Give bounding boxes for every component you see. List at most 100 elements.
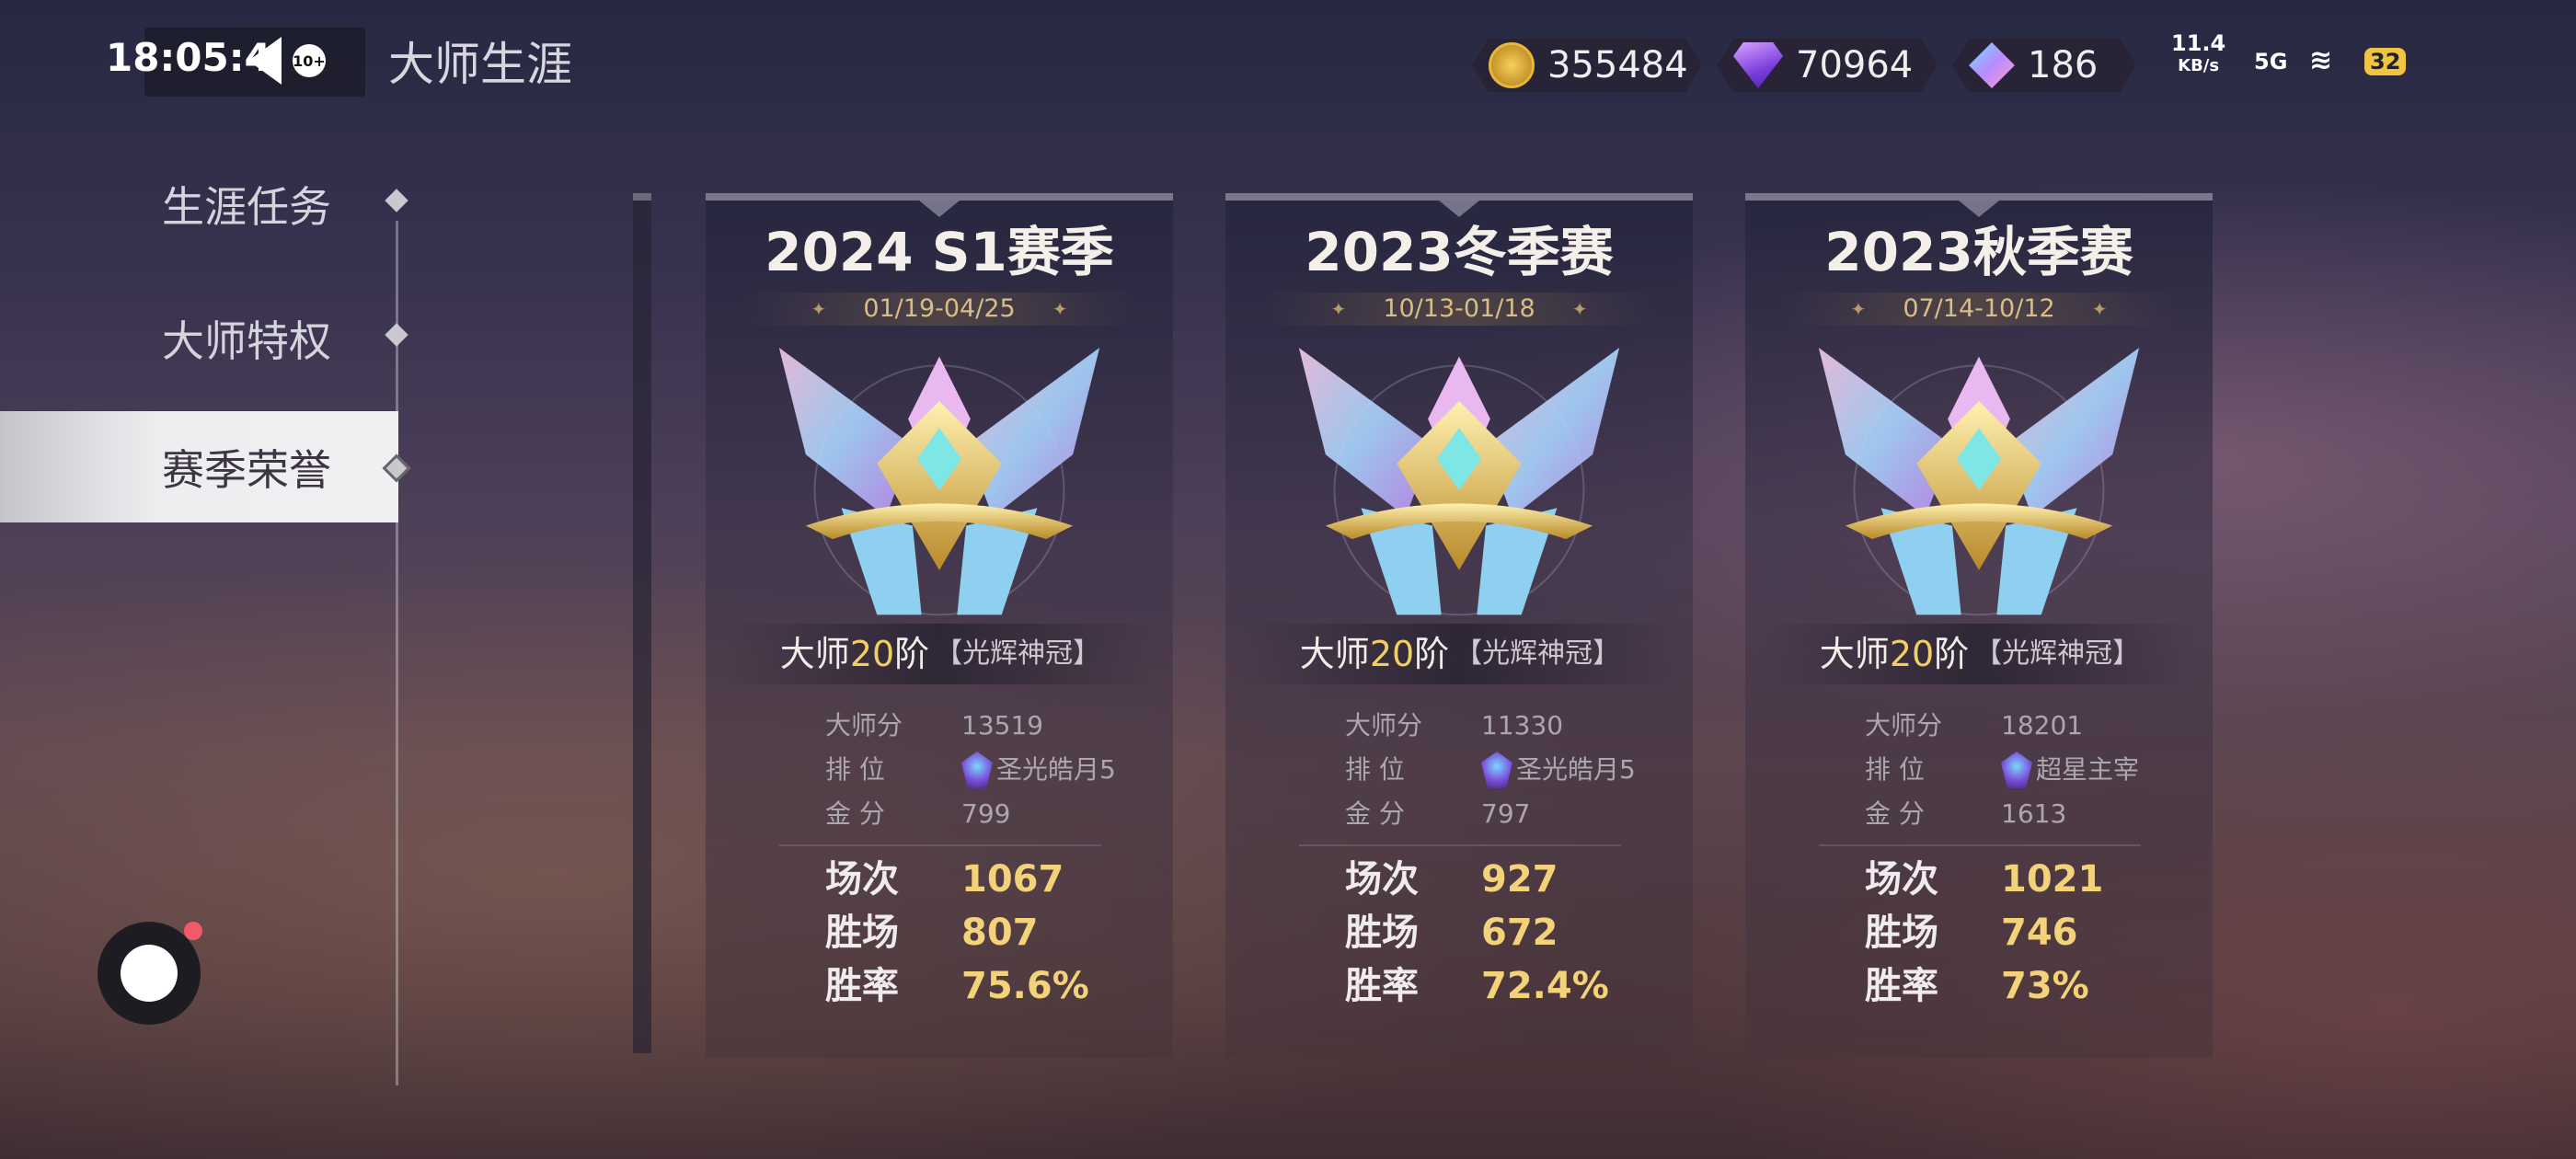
rank-title: 大师 20 阶【光辉神冠】 [1764, 624, 2196, 684]
stat-label: 场次 [825, 858, 899, 901]
back-icon[interactable] [248, 37, 282, 85]
currency-crystal[interactable]: 186 [1952, 39, 2136, 92]
rank-emblem-icon [778, 348, 1100, 616]
stat-wins: 胜场 672 [1345, 911, 1558, 955]
rank-emblem-icon [1818, 348, 2140, 616]
stat-win-rate: 胜率 72.4% [1345, 964, 1609, 1008]
stat-rank: 排 位 圣光皓月5 [1345, 751, 1636, 789]
season-title: 2024 S1赛季 [765, 221, 1114, 283]
rank-suffix: 阶 [894, 634, 930, 674]
stat-label: 金 分 [825, 798, 885, 829]
sidebar-item-master-privileges[interactable]: 大师特权 [0, 283, 398, 394]
sidebar-item-label: 赛季荣誉 [162, 444, 331, 495]
currency-gem[interactable]: 70964 [1717, 39, 1938, 92]
stat-value: 11330 [1481, 710, 1564, 740]
stat-win-rate: 胜率 75.6% [825, 964, 1089, 1008]
stat-matches: 场次 927 [1345, 857, 1558, 901]
season-card[interactable]: 2023冬季赛 ✦ 10/13-01/18 ✦ 大师 20 阶【光辉神冠】 大师分 113… [1225, 193, 1693, 1058]
stat-matches: 场次 1021 [1865, 857, 2103, 901]
screen-record-button[interactable] [98, 922, 201, 1025]
season-title: 2023秋季赛 [1824, 221, 2133, 283]
sidebar-item-career-tasks[interactable]: 生涯任务 [0, 149, 398, 259]
notification-badge: 10+ [293, 44, 326, 77]
sparkle-icon: ✦ [811, 298, 827, 320]
stat-value: 圣光皓月5 [1516, 754, 1636, 785]
rank-badge-icon [1481, 752, 1512, 788]
sidebar-line [396, 221, 398, 1085]
season-dates: ✦ 01/19-04/25 ✦ [742, 293, 1136, 326]
stat-value: 1021 [2001, 858, 2104, 901]
sparkle-icon: ✦ [2091, 298, 2108, 320]
page-title: 大师生涯 [388, 38, 572, 91]
stat-matches: 场次 1067 [825, 857, 1064, 901]
net-speed: 11.4 KB/s [2171, 31, 2225, 77]
season-card[interactable]: 2024 S1赛季 ✦ 01/19-04/25 ✦ 大师 20 阶【光辉神冠】 大师分 1… [706, 193, 1173, 1058]
record-icon [121, 945, 178, 1002]
rank-emblem-icon [1298, 348, 1620, 616]
stat-master-score: 大师分 18201 [1865, 706, 2083, 745]
card-notch [1439, 201, 1479, 217]
stat-value: 927 [1481, 858, 1558, 901]
rank-level: 20 [1369, 634, 1415, 674]
stat-label: 金 分 [1865, 798, 1925, 829]
stat-wins: 胜场 807 [825, 911, 1039, 955]
currency-value: 355484 [1547, 44, 1688, 86]
stat-value: 807 [961, 912, 1039, 954]
sparkle-icon: ✦ [1330, 298, 1347, 320]
currency-gold[interactable]: 355484 [1472, 39, 1702, 92]
sparkle-icon: ✦ [1052, 298, 1068, 320]
stat-value: 13519 [961, 710, 1044, 740]
stat-label: 胜场 [1865, 912, 1938, 954]
stat-rank: 排 位 圣光皓月5 [825, 751, 1116, 789]
rank-title: 大师 20 阶【光辉神冠】 [1244, 624, 1676, 684]
rank-level: 20 [849, 634, 895, 674]
crown-name: 【光辉神冠】 [1974, 637, 2141, 670]
stat-rank: 排 位 超星主宰 [1865, 751, 2139, 789]
rank-badge-icon [2001, 752, 2032, 788]
card-notch [919, 201, 960, 217]
stat-value: 18201 [2001, 710, 2084, 740]
stat-value: 72.4% [1481, 965, 1609, 1007]
stat-label: 大师分 [1345, 710, 1423, 740]
divider [779, 844, 1101, 846]
rank-prefix: 大师 [1299, 634, 1370, 674]
season-date-range: 01/19-04/25 [863, 294, 1016, 323]
recording-dot [184, 922, 202, 940]
stat-value: 超星主宰 [2036, 754, 2140, 785]
sidebar-item-season-honors[interactable]: 赛季荣誉 [0, 411, 398, 522]
signal-label: 5G [2254, 49, 2288, 75]
season-card[interactable]: 2023秋季赛 ✦ 07/14-10/12 ✦ 大师 20 阶【光辉神冠】 大师分 182… [1745, 193, 2213, 1058]
rank-suffix: 阶 [1934, 634, 1970, 674]
rank-title: 大师 20 阶【光辉神冠】 [724, 624, 1156, 684]
crown-name: 【光辉神冠】 [1455, 637, 1621, 670]
gold-coin-icon [1489, 42, 1535, 88]
stat-label: 排 位 [825, 754, 885, 785]
season-dates: ✦ 10/13-01/18 ✦ [1262, 293, 1656, 326]
rank-badge-icon [961, 752, 993, 788]
stat-value: 672 [1481, 912, 1558, 954]
season-title: 2023冬季赛 [1305, 221, 1614, 283]
stat-value: 1613 [2001, 798, 2067, 829]
rank-prefix: 大师 [779, 634, 850, 674]
rank-prefix: 大师 [1819, 634, 1890, 674]
stat-value: 1067 [961, 858, 1064, 901]
stat-win-rate: 胜率 73% [1865, 964, 2089, 1008]
crown-name: 【光辉神冠】 [935, 637, 1101, 670]
card-notch [1959, 201, 1999, 217]
stat-master-score: 大师分 11330 [1345, 706, 1563, 745]
stat-gold-score: 金 分 799 [825, 795, 1010, 833]
currency-value: 70964 [1796, 44, 1914, 86]
sparkle-icon: ✦ [1850, 298, 1867, 320]
stat-label: 排 位 [1865, 754, 1925, 785]
sidebar-item-label: 生涯任务 [162, 182, 331, 232]
stat-master-score: 大师分 13519 [825, 706, 1043, 745]
stat-label: 胜场 [825, 912, 899, 954]
stat-label: 排 位 [1345, 754, 1405, 785]
net-speed-unit: KB/s [2178, 56, 2220, 75]
battery-indicator: 32 [2364, 48, 2407, 75]
stat-label: 胜率 [1345, 965, 1419, 1007]
panel-edge [633, 193, 651, 1053]
stat-label: 胜场 [1345, 912, 1419, 954]
stat-label: 胜率 [1865, 965, 1938, 1007]
purple-gem-icon [1733, 42, 1783, 88]
